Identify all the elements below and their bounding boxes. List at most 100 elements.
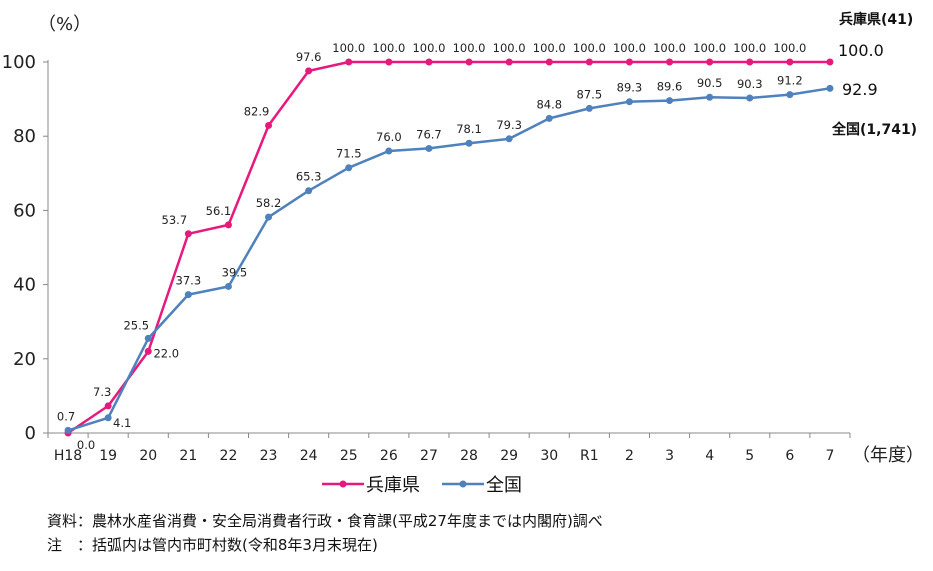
data-point-national — [545, 114, 553, 122]
data-label-hyogo: 82.9 — [244, 104, 270, 118]
data-point-hyogo — [305, 67, 313, 75]
data-label-hyogo: 100.0 — [453, 41, 486, 55]
data-point-hyogo — [666, 58, 674, 66]
x-tick-label: 2 — [625, 448, 634, 464]
data-label-national: 89.6 — [657, 80, 683, 94]
data-label-hyogo: 53.7 — [162, 213, 188, 227]
x-tick-label: 24 — [300, 448, 318, 464]
x-tick-label: 7 — [825, 448, 834, 464]
data-label-national: 76.7 — [416, 127, 442, 141]
x-tick-label: R1 — [580, 448, 599, 464]
data-point-hyogo — [104, 402, 112, 410]
series-layer: 0.0 7.3 22.0 53.7 56.1 82.9 97.6 100.0 100.0 100.… — [57, 41, 834, 452]
x-tick-label: 27 — [420, 448, 438, 464]
data-label-hyogo: 100.0 — [573, 41, 606, 55]
x-tick-label: 5 — [745, 448, 754, 464]
x-tick-label: 23 — [260, 448, 278, 464]
data-point-national — [585, 104, 593, 112]
data-label-hyogo: 0.0 — [77, 438, 95, 452]
data-point-hyogo — [184, 230, 192, 238]
data-point-hyogo — [345, 58, 353, 66]
data-point-national — [224, 282, 232, 290]
data-label-hyogo: 100.0 — [613, 41, 646, 55]
x-tick-label: H18 — [54, 448, 82, 464]
data-point-hyogo — [505, 58, 513, 66]
data-point-national — [625, 98, 633, 106]
data-point-hyogo — [425, 58, 433, 66]
data-point-national — [465, 139, 473, 147]
legend-marker-hyogo — [339, 480, 347, 488]
x-axis: H18 19 20 21 22 23 24 25 26 27 28 29 30 R1 2 3 4 5 6 7 — [47, 432, 851, 464]
footnote: 注 ：括弧内は管内市町村数(令和8年3月末現在) — [47, 536, 378, 554]
data-point-hyogo — [545, 58, 553, 66]
data-point-national — [345, 164, 353, 172]
data-point-hyogo — [585, 58, 593, 66]
data-point-national — [64, 426, 72, 434]
x-tick-label: 6 — [785, 448, 794, 464]
data-point-national — [305, 187, 313, 195]
y-tick-label: 40 — [13, 275, 36, 296]
legend-label-national: 全国 — [486, 475, 522, 496]
data-label-hyogo: 100.0 — [493, 41, 526, 55]
x-tick-label: 26 — [380, 448, 398, 464]
data-point-national — [184, 291, 192, 299]
data-label-hyogo: 100.0 — [693, 41, 726, 55]
data-label-national: 87.5 — [577, 87, 603, 101]
y-tick-label: 20 — [13, 349, 36, 370]
data-point-hyogo — [625, 58, 633, 66]
x-tick-label: 21 — [179, 448, 197, 464]
x-tick-label: 3 — [665, 448, 674, 464]
x-tick-label: 25 — [340, 448, 358, 464]
data-label-national: 90.3 — [737, 77, 763, 91]
data-point-hyogo — [465, 58, 473, 66]
legend-marker-national — [459, 480, 467, 488]
source-note: 資料：農林水産省消費・安全局消費者行政・食育課(平成27年度までは内閣府)調べ — [47, 512, 603, 530]
data-label-hyogo: 56.1 — [206, 204, 232, 218]
data-label-hyogo: 100.0 — [372, 41, 405, 55]
data-label-national: 25.5 — [123, 318, 149, 332]
x-tick-label: 19 — [99, 448, 117, 464]
data-label-national: 65.3 — [296, 170, 322, 184]
y-tick-label: 100 — [2, 52, 36, 73]
data-label-hyogo: 100.0 — [773, 41, 806, 55]
y-axis-unit: （%） — [38, 14, 91, 35]
data-label-national: 0.7 — [57, 409, 75, 423]
data-label-national: 84.8 — [536, 97, 562, 111]
data-point-national — [666, 97, 674, 105]
data-label-hyogo: 97.6 — [296, 50, 322, 64]
x-axis-unit: （年度） — [852, 445, 924, 466]
data-label-national: 4.1 — [113, 416, 131, 430]
data-label-national: 89.3 — [617, 81, 643, 95]
y-tick-label: 0 — [25, 423, 36, 444]
data-point-hyogo — [706, 58, 714, 66]
data-label-national: 90.5 — [697, 76, 723, 90]
data-point-hyogo — [224, 221, 232, 229]
last-value-label-hyogo: 100.0 — [838, 41, 884, 60]
data-label-national: 78.1 — [456, 122, 482, 136]
data-label-hyogo: 22.0 — [153, 346, 179, 360]
data-label-national: 39.5 — [222, 265, 248, 279]
data-label-national: 76.0 — [376, 130, 402, 144]
data-label-hyogo: 100.0 — [653, 41, 686, 55]
data-point-national — [385, 147, 393, 155]
legend-item-hyogo: 兵庫県 — [322, 475, 420, 496]
data-label-national: 91.2 — [777, 74, 803, 88]
data-label-hyogo: 7.3 — [93, 385, 111, 399]
data-label-hyogo: 100.0 — [733, 41, 766, 55]
data-point-national — [826, 84, 834, 92]
data-point-national — [706, 93, 714, 101]
data-label-hyogo: 100.0 — [412, 41, 445, 55]
x-tick-label: 22 — [220, 448, 238, 464]
legend-label-hyogo: 兵庫県 — [366, 475, 420, 496]
data-label-national: 58.2 — [256, 196, 282, 210]
series-line-national — [67, 87, 831, 432]
data-label-hyogo: 100.0 — [332, 41, 365, 55]
data-point-national — [144, 334, 152, 342]
legend: 兵庫県 全国 — [322, 475, 522, 496]
data-point-national — [104, 414, 112, 422]
data-point-hyogo — [144, 347, 152, 355]
x-tick-label: 29 — [500, 448, 518, 464]
data-point-hyogo — [746, 58, 754, 66]
data-label-hyogo: 100.0 — [533, 41, 566, 55]
